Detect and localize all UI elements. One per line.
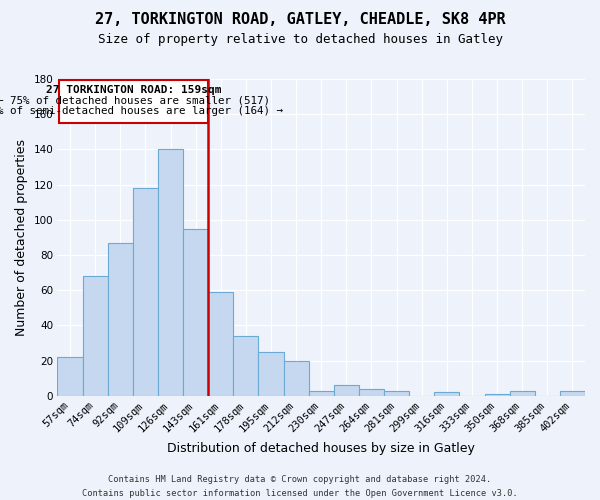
Bar <box>59 80 208 123</box>
Text: 27 TORKINGTON ROAD: 159sqm: 27 TORKINGTON ROAD: 159sqm <box>46 85 221 95</box>
Bar <box>183 228 208 396</box>
Bar <box>434 392 460 396</box>
X-axis label: Distribution of detached houses by size in Gatley: Distribution of detached houses by size … <box>167 442 475 455</box>
Bar <box>359 389 384 396</box>
Text: Contains HM Land Registry data © Crown copyright and database right 2024.
Contai: Contains HM Land Registry data © Crown c… <box>82 476 518 498</box>
Text: ← 75% of detached houses are smaller (517): ← 75% of detached houses are smaller (51… <box>0 96 270 106</box>
Bar <box>108 242 133 396</box>
Bar <box>83 276 108 396</box>
Bar <box>208 292 233 396</box>
Text: 27, TORKINGTON ROAD, GATLEY, CHEADLE, SK8 4PR: 27, TORKINGTON ROAD, GATLEY, CHEADLE, SK… <box>95 12 505 28</box>
Bar <box>233 336 259 396</box>
Bar <box>308 390 334 396</box>
Bar <box>158 150 183 396</box>
Bar <box>334 386 359 396</box>
Bar <box>485 394 509 396</box>
Text: 24% of semi-detached houses are larger (164) →: 24% of semi-detached houses are larger (… <box>0 106 283 117</box>
Bar <box>58 357 83 396</box>
Bar <box>133 188 158 396</box>
Bar <box>509 390 535 396</box>
Bar <box>259 352 284 396</box>
Bar <box>560 390 585 396</box>
Text: Size of property relative to detached houses in Gatley: Size of property relative to detached ho… <box>97 32 503 46</box>
Bar <box>284 360 308 396</box>
Y-axis label: Number of detached properties: Number of detached properties <box>15 139 28 336</box>
Bar <box>384 390 409 396</box>
